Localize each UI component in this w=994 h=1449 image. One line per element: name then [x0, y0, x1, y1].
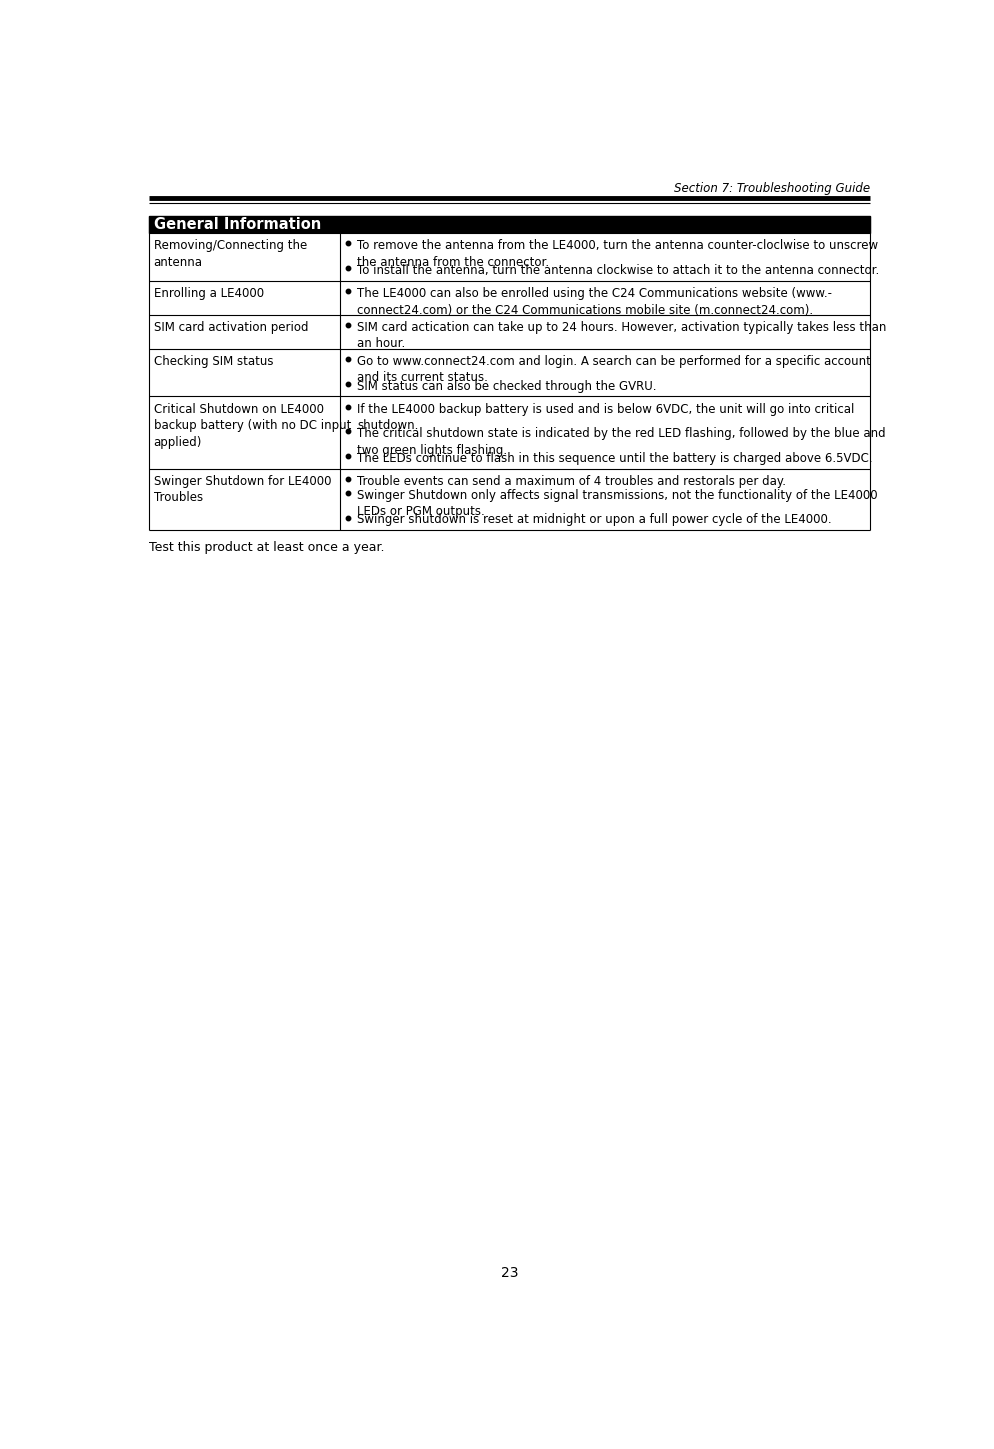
Bar	[149, 233, 870, 281]
Text: SIM card activation period: SIM card activation period	[153, 322, 308, 335]
Text: Swinger shutdown is reset at midnight or upon a full power cycle of the LE4000.: Swinger shutdown is reset at midnight or…	[357, 513, 832, 526]
Text: Go to www.connect24.com and login. A search can be performed for a specific acco: Go to www.connect24.com and login. A sea…	[357, 355, 871, 384]
Text: Swinger Shutdown only affects signal transmissions, not the functionality of the: Swinger Shutdown only affects signal tra…	[357, 488, 878, 519]
Text: Enrolling a LE4000: Enrolling a LE4000	[153, 287, 263, 300]
Bar	[149, 216, 870, 233]
Text: Critical Shutdown on LE4000
backup battery (with no DC input
applied): Critical Shutdown on LE4000 backup batte…	[153, 403, 351, 449]
Text: If the LE4000 backup battery is used and is below 6VDC, the unit will go into cr: If the LE4000 backup battery is used and…	[357, 403, 855, 432]
Text: Test this product at least once a year.: Test this product at least once a year.	[149, 542, 385, 554]
Text: SIM card actication can take up to 24 hours. However, activation typically takes: SIM card actication can take up to 24 ho…	[357, 322, 887, 351]
Text: Checking SIM status: Checking SIM status	[153, 355, 273, 368]
Bar	[149, 469, 870, 530]
Bar	[149, 314, 870, 349]
Text: Trouble events can send a maximum of 4 troubles and restorals per day.: Trouble events can send a maximum of 4 t…	[357, 475, 786, 488]
Text: Swinger Shutdown for LE4000
Troubles: Swinger Shutdown for LE4000 Troubles	[153, 475, 331, 504]
Bar	[149, 397, 870, 469]
Text: 23: 23	[501, 1265, 518, 1279]
Text: Section 7: Troubleshooting Guide: Section 7: Troubleshooting Guide	[674, 183, 870, 196]
Text: General Information: General Information	[154, 217, 322, 232]
Text: SIM status can also be checked through the GVRU.: SIM status can also be checked through t…	[357, 380, 656, 393]
Bar	[149, 281, 870, 314]
Text: Removing/Connecting the
antenna: Removing/Connecting the antenna	[153, 239, 307, 270]
Text: The critical shutdown state is indicated by the red LED flashing, followed by th: The critical shutdown state is indicated…	[357, 427, 886, 456]
Text: To install the antenna, turn the antenna clockwise to attach it to the antenna c: To install the antenna, turn the antenna…	[357, 264, 880, 277]
Bar	[149, 349, 870, 397]
Text: The LE4000 can also be enrolled using the C24 Communications website (www.-
conn: The LE4000 can also be enrolled using th…	[357, 287, 832, 317]
Text: To remove the antenna from the LE4000, turn the antenna counter-cloclwise to uns: To remove the antenna from the LE4000, t…	[357, 239, 878, 270]
Text: The LEDs continue to flash in this sequence until the battery is charged above 6: The LEDs continue to flash in this seque…	[357, 452, 873, 465]
